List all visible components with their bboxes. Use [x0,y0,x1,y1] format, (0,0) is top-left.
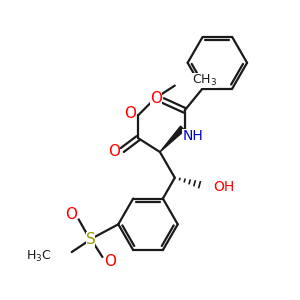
Text: H$_3$C: H$_3$C [26,248,52,264]
Text: OH: OH [213,180,235,194]
Polygon shape [160,126,185,152]
Text: S: S [86,232,95,247]
Text: O: O [108,145,120,160]
Text: O: O [124,106,136,121]
Text: NH: NH [182,129,203,143]
Text: O: O [150,91,162,106]
Text: O: O [65,207,77,222]
Text: O: O [104,254,116,269]
Text: CH$_3$: CH$_3$ [192,73,217,88]
